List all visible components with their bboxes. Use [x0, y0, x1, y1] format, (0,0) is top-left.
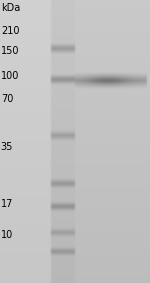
Text: 17: 17 — [1, 199, 13, 209]
Text: 10: 10 — [1, 230, 13, 240]
Text: 150: 150 — [1, 46, 19, 56]
Text: 100: 100 — [1, 71, 19, 82]
Text: 35: 35 — [1, 142, 13, 152]
Text: 210: 210 — [1, 26, 19, 36]
Text: kDa: kDa — [1, 3, 20, 14]
Text: 70: 70 — [1, 94, 13, 104]
